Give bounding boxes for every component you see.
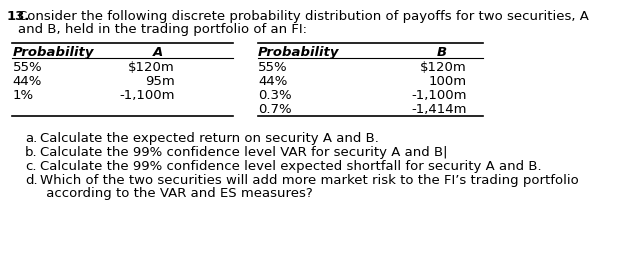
Text: A: A xyxy=(153,46,163,59)
Text: 44%: 44% xyxy=(12,75,42,88)
Text: a.: a. xyxy=(25,132,37,145)
Text: 95m: 95m xyxy=(145,75,175,88)
Text: and B, held in the trading portfolio of an FI:: and B, held in the trading portfolio of … xyxy=(18,23,308,36)
Text: -1,100m: -1,100m xyxy=(119,89,175,102)
Text: according to the VAR and ES measures?: according to the VAR and ES measures? xyxy=(25,187,313,200)
Text: 44%: 44% xyxy=(258,75,288,88)
Text: Calculate the 99% confidence level expected shortfall for security A and B.: Calculate the 99% confidence level expec… xyxy=(40,160,542,173)
Text: 55%: 55% xyxy=(258,61,288,74)
Text: $120m: $120m xyxy=(419,61,466,74)
Text: c.: c. xyxy=(25,160,36,173)
Text: 55%: 55% xyxy=(12,61,42,74)
Text: Calculate the 99% confidence level VAR for security A and B|: Calculate the 99% confidence level VAR f… xyxy=(40,146,447,159)
Text: 1%: 1% xyxy=(12,89,34,102)
Text: d.: d. xyxy=(25,174,37,187)
Text: -1,414m: -1,414m xyxy=(411,103,466,116)
Text: Probability: Probability xyxy=(258,46,339,59)
Text: b.: b. xyxy=(25,146,37,159)
Text: Probability: Probability xyxy=(12,46,94,59)
Text: 100m: 100m xyxy=(428,75,466,88)
Text: -1,100m: -1,100m xyxy=(411,89,466,102)
Text: 13.: 13. xyxy=(7,10,30,23)
Text: Which of the two securities will add more market risk to the FI’s trading portfo: Which of the two securities will add mor… xyxy=(40,174,578,187)
Text: Calculate the expected return on security A and B.: Calculate the expected return on securit… xyxy=(40,132,379,145)
Text: 0.3%: 0.3% xyxy=(258,89,292,102)
Text: Consider the following discrete probability distribution of payoffs for two secu: Consider the following discrete probabil… xyxy=(18,10,589,23)
Text: 0.7%: 0.7% xyxy=(258,103,292,116)
Text: $120m: $120m xyxy=(128,61,175,74)
Text: B: B xyxy=(436,46,446,59)
